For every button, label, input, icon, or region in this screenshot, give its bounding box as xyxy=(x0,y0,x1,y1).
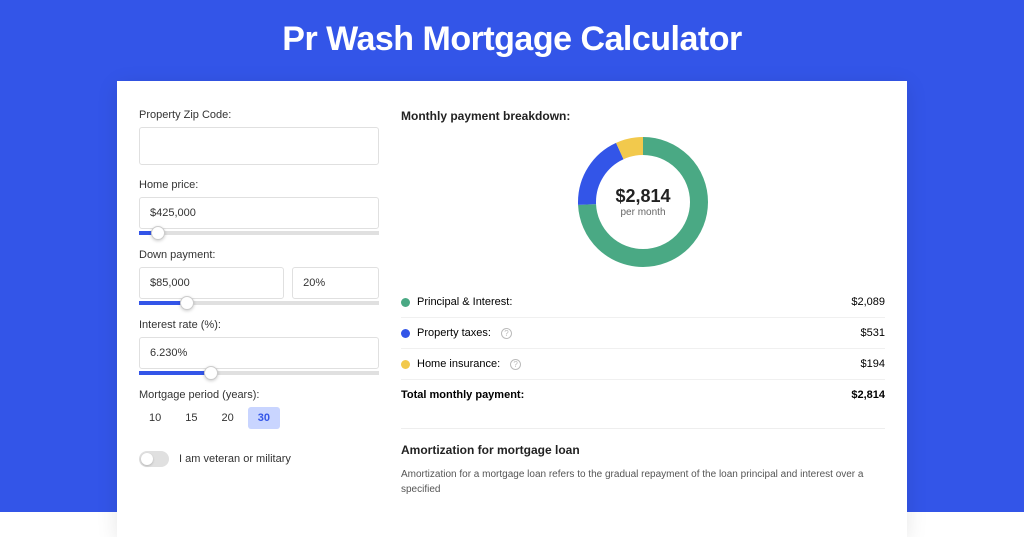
amortization-title: Amortization for mortgage loan xyxy=(401,443,885,457)
dot-icon xyxy=(401,360,410,369)
down-payment-input[interactable] xyxy=(139,267,284,299)
period-option-30[interactable]: 30 xyxy=(248,407,280,429)
legend-row-ins: Home insurance: ? $194 xyxy=(401,349,885,380)
page-background: Pr Wash Mortgage Calculator Property Zip… xyxy=(0,0,1024,512)
dot-icon xyxy=(401,329,410,338)
amortization-section: Amortization for mortgage loan Amortizat… xyxy=(401,428,885,497)
zip-label: Property Zip Code: xyxy=(139,109,379,121)
legend-label: Home insurance: xyxy=(417,358,500,370)
home-price-label: Home price: xyxy=(139,179,379,191)
home-price-input[interactable] xyxy=(139,197,379,229)
down-payment-label: Down payment: xyxy=(139,249,379,261)
zip-input[interactable] xyxy=(139,127,379,165)
payment-donut: $2,814 per month xyxy=(578,137,708,267)
period-options: 10152030 xyxy=(139,407,379,429)
legend-label: Principal & Interest: xyxy=(417,296,512,308)
donut-center-value: $2,814 xyxy=(615,186,670,207)
page-title: Pr Wash Mortgage Calculator xyxy=(0,20,1024,59)
legend-value: $2,089 xyxy=(851,296,885,308)
breakdown-panel: Monthly payment breakdown: $2,814 per mo… xyxy=(401,109,885,497)
legend-value: $531 xyxy=(861,327,885,339)
period-option-10[interactable]: 10 xyxy=(139,407,171,429)
info-icon[interactable]: ? xyxy=(510,359,521,370)
legend-row-total: Total monthly payment: $2,814 xyxy=(401,380,885,410)
legend-row-tax: Property taxes: ? $531 xyxy=(401,318,885,349)
down-payment-pct-input[interactable] xyxy=(292,267,379,299)
dot-icon xyxy=(401,298,410,307)
calculator-card: Property Zip Code: Home price: Down paym… xyxy=(117,81,907,537)
period-option-20[interactable]: 20 xyxy=(212,407,244,429)
rate-input[interactable] xyxy=(139,337,379,369)
veteran-toggle[interactable] xyxy=(139,451,169,467)
rate-label: Interest rate (%): xyxy=(139,319,379,331)
info-icon[interactable]: ? xyxy=(501,328,512,339)
down-payment-slider[interactable] xyxy=(139,301,379,305)
period-option-15[interactable]: 15 xyxy=(175,407,207,429)
home-price-slider[interactable] xyxy=(139,231,379,235)
legend-label: Property taxes: xyxy=(417,327,491,339)
legend-row-pi: Principal & Interest: $2,089 xyxy=(401,287,885,318)
donut-center-sub: per month xyxy=(620,207,665,218)
form-panel: Property Zip Code: Home price: Down paym… xyxy=(139,109,379,497)
legend-value: $2,814 xyxy=(851,389,885,401)
legend-label: Total monthly payment: xyxy=(401,389,524,401)
legend-value: $194 xyxy=(861,358,885,370)
veteran-label: I am veteran or military xyxy=(179,453,291,465)
rate-slider[interactable] xyxy=(139,371,379,375)
amortization-body: Amortization for a mortgage loan refers … xyxy=(401,467,885,497)
period-label: Mortgage period (years): xyxy=(139,389,379,401)
breakdown-title: Monthly payment breakdown: xyxy=(401,109,885,123)
